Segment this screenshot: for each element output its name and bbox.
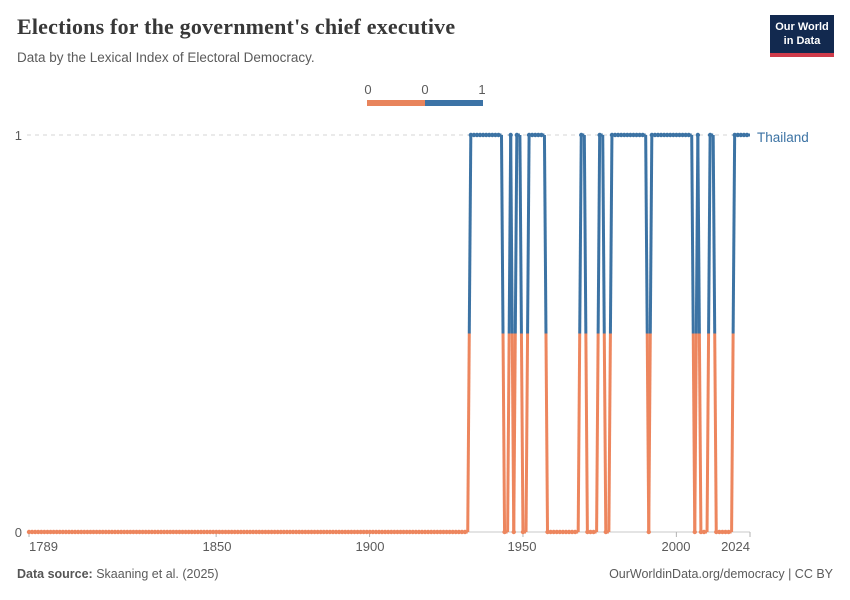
transition-lower xyxy=(584,333,589,533)
owid-logo-line2: in Data xyxy=(783,35,821,48)
legend-swatch-low[interactable] xyxy=(367,100,425,106)
y-axis-label-0: 0 xyxy=(14,525,22,540)
transition-lower xyxy=(506,333,511,533)
transition-lower xyxy=(519,333,525,533)
x-tick-1950: 1950 xyxy=(507,539,537,554)
x-tick-1789: 1789 xyxy=(29,539,58,554)
transition-upper xyxy=(518,134,523,334)
owid-logo-line1: Our World xyxy=(775,21,829,33)
transition-lower xyxy=(647,333,652,533)
transition-upper xyxy=(513,134,519,334)
transition-upper xyxy=(707,134,712,334)
series-label-thailand[interactable]: Thailand xyxy=(757,130,809,145)
chart-subtitle: Data by the Lexical Index of Electoral D… xyxy=(17,50,315,65)
data-source-label: Data source: xyxy=(17,567,93,581)
transition-lower xyxy=(512,333,517,533)
page-title: Elections for the government's chief exe… xyxy=(17,14,456,39)
transition-upper xyxy=(601,134,606,334)
transition-upper xyxy=(499,134,505,334)
transition-lower xyxy=(544,333,550,533)
transition-lower xyxy=(501,333,507,533)
transition-upper xyxy=(696,134,701,334)
transition-lower xyxy=(607,333,612,533)
transition-upper xyxy=(648,134,654,334)
x-tick-1900: 1900 xyxy=(355,539,385,554)
x-tick-2000: 2000 xyxy=(661,539,691,554)
transition-upper xyxy=(578,134,583,334)
transition-upper xyxy=(542,134,548,334)
attribution-link[interactable]: OurWorldinData.org/democracy | CC BY xyxy=(609,567,833,581)
legend-swatch-high[interactable] xyxy=(425,100,483,106)
legend-label-1: 1 xyxy=(478,82,486,97)
legend-label-mid: 0 xyxy=(421,82,429,97)
transition-lower xyxy=(713,333,718,533)
transition-upper xyxy=(731,134,737,334)
data-source-value: Skaaning et al. (2025) xyxy=(92,567,219,581)
transition-upper xyxy=(467,134,473,334)
plot-area[interactable] xyxy=(0,120,850,560)
owid-logo: Our World in Data xyxy=(770,15,834,57)
transition-upper xyxy=(608,134,614,334)
transition-lower xyxy=(524,333,530,533)
transition-lower xyxy=(576,333,582,533)
transition-upper xyxy=(526,134,531,334)
step-chart[interactable] xyxy=(0,120,850,560)
y-axis-label-1: 1 xyxy=(14,128,22,143)
transition-upper xyxy=(596,134,602,334)
transition-lower xyxy=(466,333,471,533)
legend-label-0: 0 xyxy=(364,82,372,97)
transition-lower xyxy=(602,333,608,533)
data-source: Data source: Skaaning et al. (2025) xyxy=(17,567,219,581)
x-tick-2024: 2024 xyxy=(721,539,750,554)
transition-lower xyxy=(697,333,703,533)
transition-lower xyxy=(595,333,600,533)
x-tick-1850: 1850 xyxy=(202,539,232,554)
transition-lower xyxy=(693,333,698,533)
transition-upper xyxy=(644,134,649,334)
transition-upper xyxy=(509,134,514,334)
transition-upper xyxy=(711,134,717,334)
transition-upper xyxy=(582,134,588,334)
transition-lower xyxy=(730,333,735,533)
transition-lower xyxy=(705,333,711,533)
transition-upper xyxy=(690,134,695,334)
